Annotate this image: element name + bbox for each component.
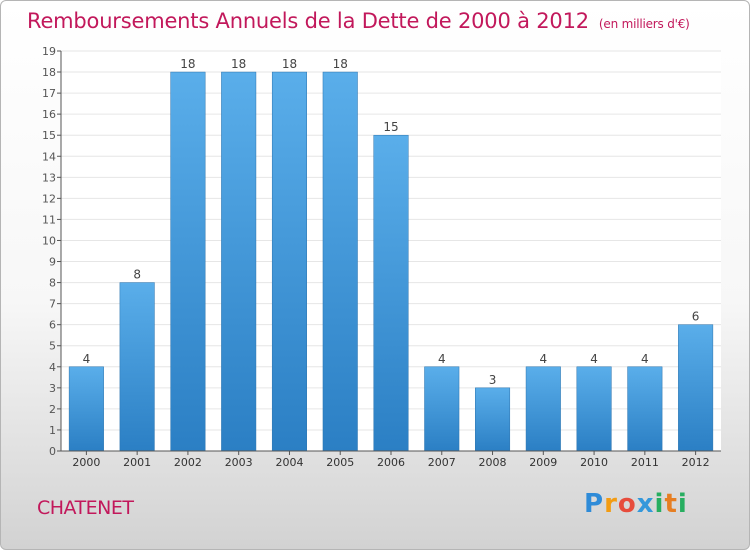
bar (68, 366, 104, 452)
y-tick-label: 11 (42, 213, 56, 226)
data-label: 4 (539, 352, 547, 366)
data-label: 4 (83, 352, 91, 366)
bars (68, 71, 714, 452)
logo-letter: P (584, 489, 605, 519)
y-tick-label: 15 (42, 129, 56, 142)
chart-subtitle: (en milliers d'€) (598, 17, 690, 31)
bar (373, 134, 409, 452)
y-tick-label: 1 (49, 424, 56, 437)
bar (475, 387, 511, 452)
y-tick-label: 16 (42, 108, 56, 121)
bar (170, 71, 206, 452)
y-tick-label: 13 (42, 171, 56, 184)
bar (424, 366, 460, 452)
y-tick-label: 14 (42, 150, 56, 163)
x-tick-label: 2012 (682, 456, 710, 469)
data-label: 18 (333, 57, 348, 71)
y-tick-label: 9 (49, 256, 56, 269)
commune-name: CHATENET (37, 497, 134, 519)
y-tick-label: 19 (42, 45, 56, 58)
bar (271, 71, 307, 452)
data-label: 18 (282, 57, 297, 71)
bar (322, 71, 358, 452)
bar (525, 366, 561, 452)
x-tick-label: 2010 (580, 456, 608, 469)
y-tick-label: 2 (49, 403, 56, 416)
data-label: 15 (383, 120, 398, 134)
proxiti-logo: Proxiti (584, 489, 688, 519)
x-tick-label: 2011 (631, 456, 659, 469)
data-label: 6 (692, 310, 700, 324)
bar (627, 366, 663, 452)
x-tick-label: 2004 (275, 456, 303, 469)
data-label: 4 (590, 352, 598, 366)
y-tick-label: 6 (49, 319, 56, 332)
x-tick-label: 2000 (72, 456, 100, 469)
x-tick-label: 2006 (377, 456, 405, 469)
y-tick-label: 5 (49, 340, 56, 353)
data-labels: 4 8 18 18 18 18 15 4 3 4 4 4 6 (83, 57, 700, 387)
logo-letter: i (677, 489, 688, 519)
y-tick-label: 10 (42, 234, 56, 247)
y-tick-label: 0 (49, 445, 56, 458)
logo-letter: x (636, 489, 655, 519)
data-label: 3 (489, 373, 497, 387)
y-tick-label: 3 (49, 382, 56, 395)
y-tick-label: 17 (42, 87, 56, 100)
bar (576, 366, 612, 452)
bar (119, 282, 155, 452)
y-tick-label: 4 (49, 361, 56, 374)
y-tick-label: 7 (49, 298, 56, 311)
data-label: 4 (438, 352, 446, 366)
data-label: 18 (231, 57, 246, 71)
chart-title-text: Remboursements Annuels de la Dette de 20… (27, 9, 589, 33)
x-tick-label: 2007 (428, 456, 456, 469)
data-label: 18 (180, 57, 195, 71)
bar (221, 71, 257, 452)
x-tick-label: 2001 (123, 456, 151, 469)
x-tick-label: 2009 (529, 456, 557, 469)
data-label: 8 (133, 268, 141, 282)
logo-letter: t (664, 489, 678, 519)
data-label: 4 (641, 352, 649, 366)
x-tick-label: 2005 (326, 456, 354, 469)
bar (678, 324, 714, 452)
chart-title: Remboursements Annuels de la Dette de 20… (27, 9, 690, 33)
logo-letter: i (654, 489, 665, 519)
y-tick-label: 8 (49, 277, 56, 290)
x-tick-label: 2002 (174, 456, 202, 469)
y-tick-label: 12 (42, 192, 56, 205)
logo-letter: o (617, 489, 637, 519)
logo-letter: r (604, 489, 618, 519)
x-tick-label: 2008 (479, 456, 507, 469)
y-tick-label: 18 (42, 66, 56, 79)
x-tick-label: 2003 (225, 456, 253, 469)
